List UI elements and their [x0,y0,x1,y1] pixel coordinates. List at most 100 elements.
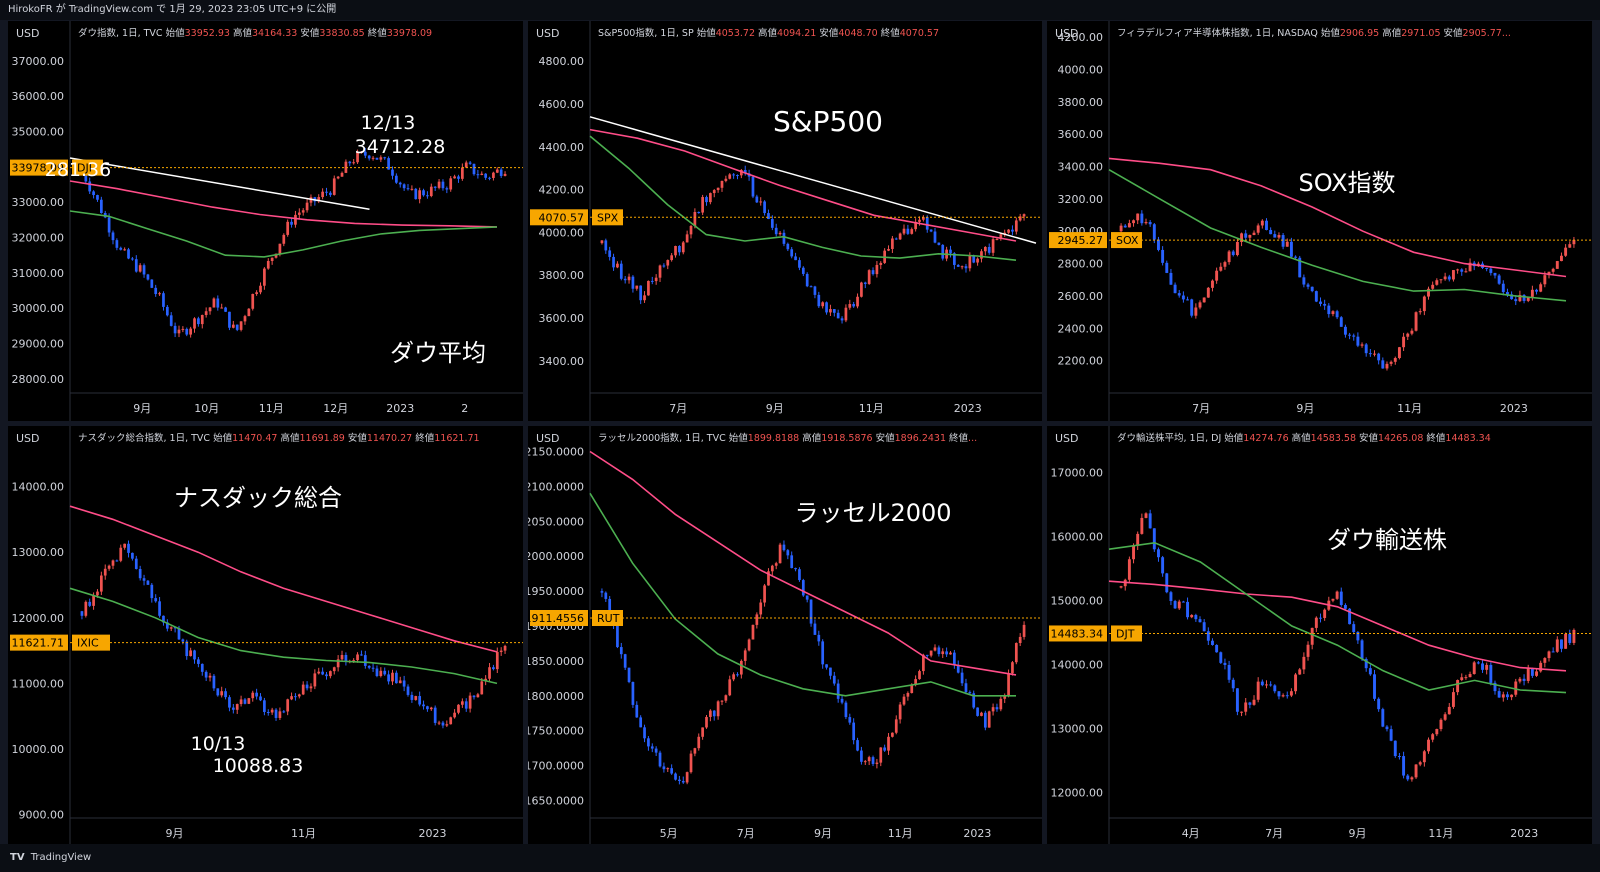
candle-body [778,232,782,235]
candle-body [739,169,743,176]
chart-panel-djt[interactable]: USD 17000.00 16000.00 15000.00 14000.00 13000… [1047,426,1592,846]
candle-body [898,233,902,240]
candle-body [1410,330,1414,334]
ma-long-line [1108,580,1567,672]
candle-body [720,180,724,188]
candle-body [1543,658,1547,663]
candle-body [363,655,367,666]
candle-body [983,712,987,728]
candle-body [891,732,894,737]
candle-body [1260,681,1264,686]
footer-brand: TradingView [30,852,92,863]
candle-body [395,175,398,183]
candle-body [367,155,371,159]
candle-body [805,595,809,600]
candle-body [1152,528,1156,550]
y-tick-label: 12000.00 [12,612,65,625]
last-price-value: 4070.57 [539,211,585,224]
chart-panel-ixic[interactable]: USD 14000.00 13000.00 12000.00 11000.00 10000… [8,426,523,846]
candle-body [348,161,352,164]
candle-body [1456,680,1460,693]
ma-short-line [69,210,498,258]
candle-body [301,684,305,695]
candle-body [111,560,115,566]
candle-body [1356,632,1360,641]
candle-body [894,719,898,733]
x-tick-label: 11月 [259,402,284,415]
candle-body [790,249,794,257]
candle-body [1310,627,1314,645]
currency-label: USD [536,27,560,40]
y-tick-label: 13000.00 [12,546,65,559]
candle-body [1011,662,1014,674]
candle-body [1240,711,1244,713]
candle-body [1389,729,1393,741]
candle-body [879,262,883,265]
trend-line[interactable] [589,116,1037,244]
y-tick-label: 2200.00 [1058,355,1104,368]
candle-body [976,258,979,263]
candle-body [1431,284,1435,289]
candle-body [1119,586,1123,588]
candle-body [794,568,797,570]
candle-body [297,694,301,697]
chart-panel-dji[interactable]: USD37000.0036000.0035000.0034000.0033000… [8,21,523,421]
chart-panel-sox[interactable]: USD 4200.00 4000.00 3800.00 3600.00 3400.00 32… [1047,21,1592,421]
candle-body [464,701,468,709]
candle-body [1127,223,1131,228]
candle-body [716,701,720,717]
candle-body [278,711,282,718]
candle-body [681,781,685,783]
candle-body [1227,664,1231,680]
y-tick-label: 4400.00 [539,141,585,154]
candle-body [852,722,856,741]
last-price-tag [530,209,588,226]
y-tick-label: 16000.00 [1051,530,1104,543]
candle-body [1493,272,1497,276]
candle-body [941,244,945,259]
trend-line[interactable] [69,157,370,210]
candle-body [1501,694,1505,698]
candle-body [972,693,976,708]
candle-body [391,169,394,176]
candle-body [162,293,165,307]
candle-body [99,575,103,592]
candle-body [1144,513,1148,518]
candle-body [1360,344,1364,346]
x-tick-label: 10月 [194,402,219,415]
candle-body [736,175,739,177]
candle-body [259,696,262,701]
candle-body [987,246,991,253]
candle-body [1007,229,1010,233]
y-tick-label: 2000.0000 [528,550,584,563]
candle-body [1414,764,1418,778]
chart-legend: ダウ指数, 1日, TVC 始値33952.93 高値34164.33 安値33… [78,27,432,39]
candle-body [476,694,480,698]
chart-panel-rut[interactable]: USD 2150.0000 2100.0000 2050.0000 2000.0000 1… [528,426,1042,846]
candle-body [437,181,441,188]
candle-body [1443,276,1447,280]
chart-panel-spx[interactable]: USD 4800.00 4600.00 4400.00 4200.00 4000.00 38… [528,21,1042,421]
candle-body [173,627,177,629]
candle-body [1435,729,1439,735]
candle-body [871,270,875,275]
candle-body [1177,601,1181,609]
candle-body [360,151,363,153]
candle-body [1539,284,1543,292]
candle-body [1022,624,1026,637]
candle-body [340,655,344,660]
candle-body [142,265,146,275]
candle-body [728,679,732,696]
candle-body [770,219,774,228]
candle-body [1568,633,1572,643]
chart-big-label: ダウ輸送株 [1327,526,1447,554]
candle-body [499,650,503,653]
candle-body [193,318,196,329]
candle-body [639,717,643,728]
candle-body [138,568,142,579]
candle-body [325,191,328,193]
x-tick-label: 7月 [1265,827,1283,840]
candle-body [867,757,871,762]
candle-body [231,707,235,710]
